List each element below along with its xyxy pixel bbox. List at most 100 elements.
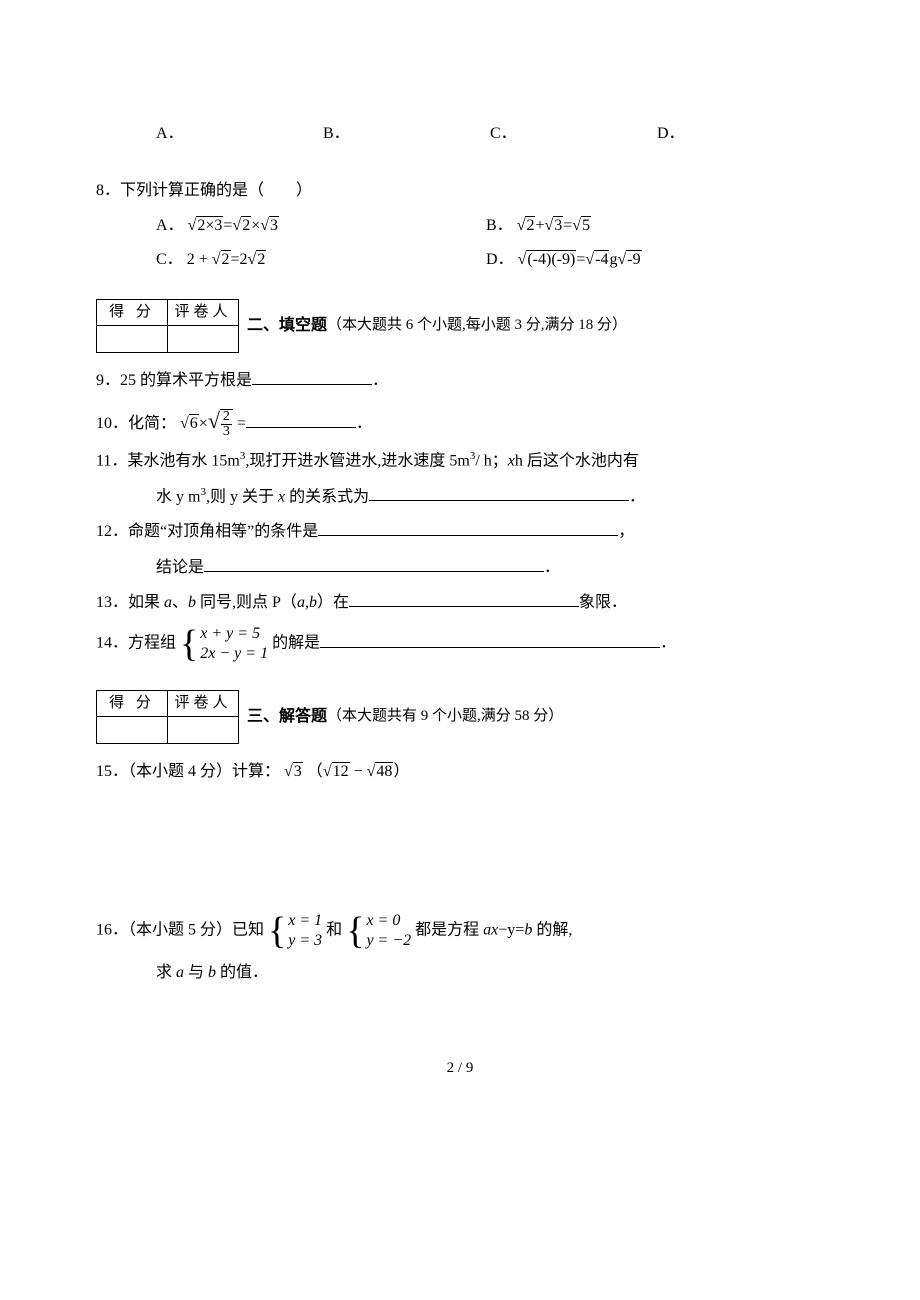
q11-line2: 水 y m3,则 y 关于 x 的关系式为． bbox=[96, 483, 824, 511]
q7-choice-row: A． B． C． D． bbox=[96, 120, 824, 147]
q16-s1a: x = 1 bbox=[288, 911, 322, 931]
q8-c-lt: 2 + bbox=[187, 251, 212, 268]
q10-num: 2 bbox=[221, 410, 232, 424]
q9-post: ． bbox=[372, 372, 388, 389]
q8-a-lhs: 2×3 bbox=[196, 216, 223, 234]
q13-mid: 同号,则点 P（ bbox=[196, 594, 297, 611]
q16-line2: 求 a 与 b 的值． bbox=[96, 959, 824, 986]
q13-tail: 象限． bbox=[579, 594, 627, 611]
q8-d-mid: g bbox=[609, 251, 617, 268]
q14-system: { x + y = 5 2x − y = 1 bbox=[180, 624, 268, 664]
q16-tail1: 的解, bbox=[532, 922, 572, 939]
q8-a-label: A． bbox=[156, 217, 184, 234]
grader-label-2: 评卷人 bbox=[168, 299, 239, 326]
q8-c-lr: 2 bbox=[221, 250, 231, 268]
q8-row1: A． √2×3=√2×√3 B． √2+√3=√5 bbox=[96, 212, 824, 239]
q15-open: （ bbox=[307, 763, 323, 780]
q12-line1: 12．命题“对顶角相等”的条件是 ， bbox=[96, 518, 824, 545]
q15: 15．（本小题 4 分）计算： √3 （√12 − √48） bbox=[96, 758, 824, 785]
q8-d-label: D． bbox=[486, 251, 514, 268]
q11-l1-pre: 11．某水池有水 15m bbox=[96, 453, 240, 470]
q11-line1: 11．某水池有水 15m3,现打开进水管进水,进水速度 5m3/ h；xh 后这… bbox=[96, 447, 824, 475]
page-footer: 2 / 9 bbox=[96, 1056, 824, 1082]
q13-a: a bbox=[164, 594, 172, 611]
q13-pre: 13．如果 bbox=[96, 594, 164, 611]
score-cell-2 bbox=[97, 326, 168, 353]
q10-rad1: 6 bbox=[189, 414, 199, 432]
q12-blank2 bbox=[204, 555, 544, 572]
q7-choice-d: D． bbox=[657, 120, 824, 147]
exam-page: A． B． C． D． 8．下列计算正确的是（ ） A． √2×3=√2×√3 … bbox=[0, 0, 920, 1122]
score-cell-3 bbox=[97, 717, 168, 744]
q13-a2: a bbox=[297, 594, 305, 611]
q14-mid: 的解是 bbox=[272, 635, 320, 652]
q8-c-label: C． bbox=[156, 251, 183, 268]
q10: 10．化简： √6×√23 =． bbox=[96, 402, 824, 439]
q9-pre: 9．25 的算术平方根是 bbox=[96, 372, 252, 389]
grader-cell-2 bbox=[168, 326, 239, 353]
q14-pre: 14．方程组 bbox=[96, 635, 176, 652]
q11-l1-post: / h； bbox=[475, 453, 507, 470]
q8-b-l1: 2 bbox=[525, 216, 535, 234]
q11-l2-mid: ,则 y 关于 bbox=[206, 488, 278, 505]
q14-tail: ． bbox=[660, 635, 676, 652]
q10-pre: 10．化简： bbox=[96, 415, 176, 432]
q15-r3: 48 bbox=[375, 762, 393, 780]
q10-post: ． bbox=[356, 415, 372, 432]
q7-choice-c: C． bbox=[490, 120, 657, 147]
q10-blank bbox=[246, 411, 356, 428]
q8-c-rr: 2 bbox=[256, 250, 266, 268]
q15-workspace bbox=[96, 793, 824, 903]
q8-choice-d: D． √(-4)(-9)=√-4g√-9 bbox=[486, 246, 816, 273]
q16-l2-post: 的值． bbox=[216, 964, 268, 981]
q15-close: ） bbox=[393, 763, 409, 780]
q13-blank bbox=[349, 590, 579, 607]
q11-l2-pre: 水 y m bbox=[156, 488, 200, 505]
q8-stem: 8．下列计算正确的是（ ） bbox=[96, 177, 824, 204]
q8-a-r2: 3 bbox=[269, 216, 279, 234]
q10-eq: = bbox=[237, 415, 246, 432]
q11-x: x bbox=[508, 453, 515, 470]
q11-l1-tail: h 后这个水池内有 bbox=[515, 453, 639, 470]
q11-l2-tail: ． bbox=[629, 488, 645, 505]
q8-b-label: B． bbox=[486, 217, 513, 234]
score-label-2: 得 分 bbox=[97, 299, 168, 326]
q8-d-r1: -4 bbox=[594, 250, 609, 268]
q16-ea: a bbox=[483, 922, 491, 939]
q12-line2: 结论是． bbox=[96, 554, 824, 581]
q13: 13．如果 a、b 同号,则点 P（a,b）在象限． bbox=[96, 589, 824, 616]
q16-and: 和 bbox=[326, 922, 342, 939]
q16-l2-b: b bbox=[208, 964, 216, 981]
q9-blank bbox=[252, 368, 372, 385]
score-label-3: 得 分 bbox=[97, 690, 168, 717]
q13-post: ）在 bbox=[317, 594, 349, 611]
q8-d-l: (-4)(-9) bbox=[526, 250, 576, 268]
q8-choice-c: C． 2 + √2=2√2 bbox=[156, 246, 486, 273]
q15-minus: − bbox=[350, 763, 367, 780]
q16-s2a: x = 0 bbox=[366, 911, 411, 931]
section2-desc: （本大题共 6 个小题,每小题 3 分,满分 18 分） bbox=[327, 313, 627, 339]
q16-line1: 16．（本小题 5 分）已知 { x = 1 y = 3 和 { x = 0 y… bbox=[96, 911, 824, 951]
q10-den: 3 bbox=[221, 424, 232, 439]
q15-pre: 15．（本小题 4 分）计算： bbox=[96, 763, 280, 780]
q13-b2: b bbox=[309, 594, 317, 611]
q16-em: −y= bbox=[498, 922, 524, 939]
q14-eq1: x + y = 5 bbox=[200, 624, 268, 644]
q7-choice-a: A． bbox=[156, 120, 323, 147]
q16-mid: 都是方程 bbox=[415, 922, 483, 939]
section3-header: 得 分 评卷人 三、解答题 （本大题共有 9 个小题,满分 58 分） bbox=[96, 690, 824, 744]
q8-choice-a: A． √2×3=√2×√3 bbox=[156, 212, 486, 239]
q16-sys2: { x = 0 y = −2 bbox=[346, 911, 411, 951]
q8-d-r2: -9 bbox=[626, 250, 641, 268]
q8-c-rt: =2 bbox=[231, 251, 248, 268]
q16-l2-pre: 求 bbox=[156, 964, 176, 981]
q15-r1: 3 bbox=[293, 762, 303, 780]
q8-row2: C． 2 + √2=2√2 D． √(-4)(-9)=√-4g√-9 bbox=[96, 246, 824, 273]
q12-comma: ， bbox=[618, 523, 634, 540]
section3-desc: （本大题共有 9 个小题,满分 58 分） bbox=[327, 704, 563, 730]
q12-l1-pre: 12．命题“对顶角相等”的条件是 bbox=[96, 523, 318, 540]
score-table-3: 得 分 评卷人 bbox=[96, 690, 239, 744]
section2-title: 二、填空题 bbox=[247, 312, 327, 339]
q11-l2-x: x bbox=[278, 488, 285, 505]
q16-s2b: y = −2 bbox=[366, 931, 411, 951]
